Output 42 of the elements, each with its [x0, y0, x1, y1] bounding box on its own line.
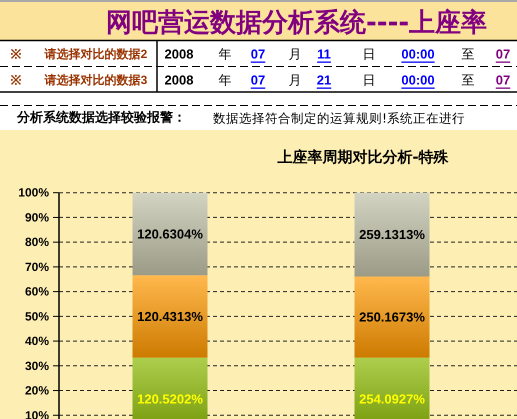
annotation: 请选择对比的数据3: [44, 73, 148, 87]
ytick-label: 90%: [24, 210, 49, 224]
annotation: 分析系统数据选择较验报警：: [17, 110, 186, 126]
ytick-label: 60%: [24, 284, 49, 299]
annotation: 07: [250, 72, 266, 88]
title: 网吧营运数据分析系统----上座率: [106, 8, 488, 38]
ytick-label: 40%: [24, 334, 49, 348]
annotation: 请选择对比的数据2: [44, 47, 148, 61]
annotation: 至: [462, 46, 474, 62]
ytick-label: 20%: [24, 384, 49, 398]
annotation: 00:00: [401, 72, 435, 88]
annotation: 数据选择符合制定的运算规则!系统正在进行: [213, 110, 466, 126]
annotation: 00:00: [401, 46, 435, 62]
annotation: 21: [316, 72, 332, 88]
ytick-label: 30%: [24, 358, 49, 373]
annotation: 日: [362, 72, 376, 88]
ytick-label: 100%: [18, 186, 49, 200]
annotation: 07: [496, 72, 510, 88]
annotation: ※: [10, 46, 22, 62]
segment-note: 250.1673%: [359, 310, 425, 325]
ytick-label: 80%: [24, 235, 49, 250]
annotation: 日: [362, 46, 376, 62]
segment-note: 120.6304%: [137, 226, 203, 242]
annotation: 11: [317, 46, 331, 62]
subtitle: 上座率周期对比分析-特殊: [277, 148, 449, 166]
annotation: 2008: [164, 46, 194, 62]
segment-note: 259.1313%: [359, 227, 425, 242]
segment-note: 120.5202%: [137, 391, 203, 406]
annotation: 07: [250, 46, 266, 62]
ytick-label: 70%: [24, 260, 49, 274]
annotation: 月: [288, 72, 302, 88]
annotation: 年: [218, 46, 232, 62]
annotation: 至: [462, 72, 474, 88]
annotation: 年: [218, 72, 232, 88]
annotation: ※: [10, 72, 22, 88]
annotation: 月: [288, 46, 302, 62]
ytick-label: 10%: [24, 408, 49, 419]
segment-note: 254.0927%: [359, 391, 425, 406]
segment-note: 120.4313%: [137, 308, 203, 324]
annotation: 07: [496, 46, 510, 62]
annotation: 2008: [164, 72, 194, 88]
ytick-label: 50%: [24, 309, 49, 324]
